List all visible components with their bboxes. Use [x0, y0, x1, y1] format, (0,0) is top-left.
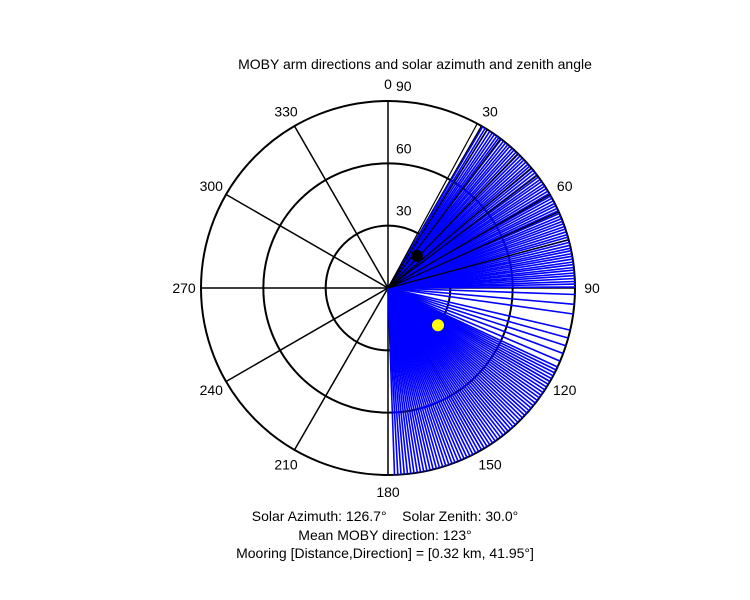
spoke-300 [225, 193, 389, 289]
spoke-240 [225, 287, 389, 383]
angle-tick-label-120: 120 [553, 382, 577, 398]
solar-position-marker [432, 319, 444, 332]
spoke-330 [293, 125, 389, 289]
angle-tick-label-90: 90 [584, 280, 600, 296]
moby-arm-line [387, 287, 561, 362]
angle-tick-label-0: 0 [384, 76, 392, 92]
radial-tick-label-60: 60 [396, 140, 412, 156]
reference-direction-line [387, 193, 551, 289]
angle-tick-label-30: 30 [482, 103, 498, 119]
moby-arm-line [387, 286, 576, 289]
chart-title: MOBY arm directions and solar azimuth an… [238, 56, 592, 72]
angle-tick-label-60: 60 [557, 178, 573, 194]
reference-direction-line [387, 129, 488, 289]
moby-arm-line [387, 287, 564, 355]
angle-tick-label-330: 330 [274, 103, 298, 119]
tick-label-layer: 0 30 60 90 120 150 180 210 240 270 300 330 30 60 90 [172, 76, 600, 500]
angle-tick-label-150: 150 [478, 457, 502, 473]
reference-direction-line [387, 211, 560, 289]
radial-tick-label-90: 90 [396, 78, 412, 94]
moby-arm-line [387, 287, 569, 339]
reference-direction-line [387, 239, 569, 289]
moby-arm-line [387, 287, 571, 331]
marker-layer [410, 249, 444, 332]
moby-arm-line [387, 287, 396, 475]
mean-moby-direction-text: Mean MOBY direction: 123° [298, 527, 472, 543]
moby-arm-line [387, 287, 574, 315]
spoke-210 [293, 287, 389, 451]
reference-direction-line [387, 153, 519, 289]
moby-arm-line [387, 287, 575, 306]
moby-arm-line [387, 287, 567, 347]
radial-tick-label-30: 30 [396, 203, 412, 219]
reference-direction-line [387, 123, 478, 289]
moby-arm-line [387, 287, 575, 296]
solar-angles-text: Solar Azimuth: 126.7° Solar Zenith: 30.0… [251, 508, 519, 524]
angle-tick-label-180: 180 [376, 484, 400, 500]
angle-tick-label-300: 300 [200, 178, 224, 194]
angle-tick-label-210: 210 [274, 457, 298, 473]
mooring-direction-marker [410, 249, 423, 262]
series-layer [387, 123, 576, 475]
angle-tick-label-270: 270 [172, 280, 196, 296]
angle-tick-label-240: 240 [200, 382, 224, 398]
reference-direction-line [387, 175, 538, 289]
reference-direction-line [387, 138, 501, 289]
mooring-info-text: Mooring [Distance,Direction] = [0.32 km,… [236, 545, 534, 561]
reference-direction-line [387, 167, 532, 289]
